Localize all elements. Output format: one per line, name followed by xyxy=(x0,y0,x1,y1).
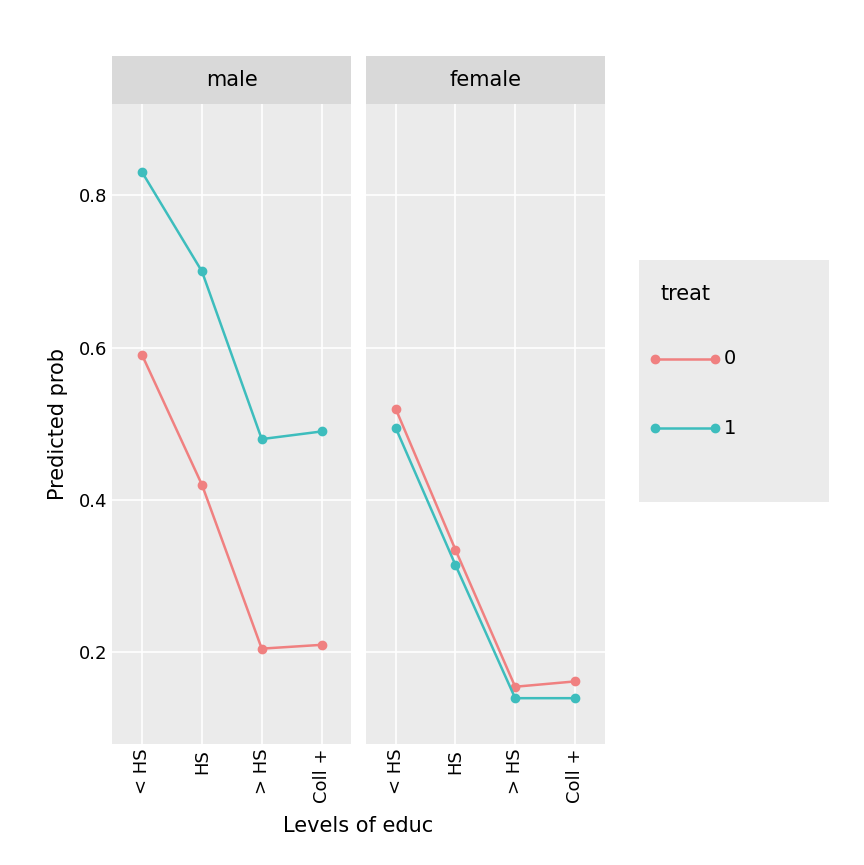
1 xyxy=(197,266,207,277)
0 xyxy=(197,479,207,490)
Text: 1: 1 xyxy=(724,419,736,438)
0 xyxy=(569,676,580,687)
1 xyxy=(510,693,520,703)
Line: 0: 0 xyxy=(391,405,579,691)
1 xyxy=(137,167,148,177)
Line: 0: 0 xyxy=(138,351,326,653)
Text: treat: treat xyxy=(661,284,711,304)
1 xyxy=(316,426,327,437)
0 xyxy=(391,403,401,413)
0 xyxy=(510,682,520,692)
Text: male: male xyxy=(206,70,257,90)
1 xyxy=(450,560,461,570)
1 xyxy=(257,434,267,445)
Text: Levels of educ: Levels of educ xyxy=(283,816,434,836)
1 xyxy=(391,422,401,432)
0 xyxy=(316,639,327,650)
Text: 0: 0 xyxy=(724,349,736,368)
0 xyxy=(137,350,148,361)
Line: 1: 1 xyxy=(138,168,326,443)
Y-axis label: Predicted prob: Predicted prob xyxy=(48,348,68,500)
0 xyxy=(450,544,461,554)
Line: 1: 1 xyxy=(391,424,579,702)
Text: female: female xyxy=(449,70,521,90)
0 xyxy=(257,644,267,654)
1 xyxy=(569,693,580,703)
